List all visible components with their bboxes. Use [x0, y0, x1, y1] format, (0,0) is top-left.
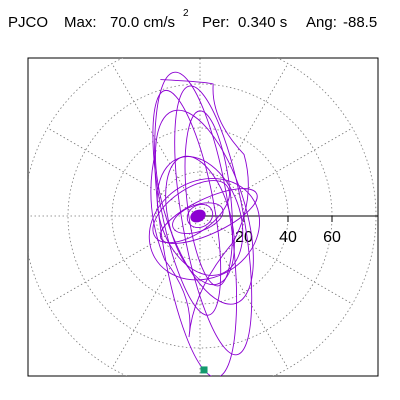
trace-loop-2: [152, 89, 222, 316]
motion-trace: [148, 71, 260, 376]
max-value: 70.0 cm/s: [110, 14, 176, 31]
trace-path: [150, 79, 249, 338]
trace-loop-7: [159, 188, 258, 244]
grid-spoke-300: [199, 215, 289, 369]
trace-loop-3: [184, 110, 233, 287]
peak-marker-layer: [200, 366, 208, 374]
axis-tick-label-40: 40: [279, 229, 297, 246]
max-label: Max:: [64, 14, 97, 31]
plot-frame: [27, 57, 379, 377]
plot-header: PJCO Max: 70.0 cm/s 2 Per: 0.340 s Ang: …: [0, 8, 400, 38]
trace-loop-9: [154, 109, 254, 305]
axis-tick-label-20: 20: [235, 229, 253, 246]
period-value: 0.340 s: [238, 14, 288, 31]
station-code: PJCO: [8, 14, 49, 31]
trace-loop-1: [174, 85, 253, 356]
grid-spoke-60: [199, 63, 289, 217]
angle-value: -88.5: [343, 14, 378, 31]
period-label: Per:: [202, 14, 230, 31]
peak-marker: [200, 366, 208, 374]
max-unit-exponent: 2: [183, 8, 189, 19]
grid-spoke-210: [47, 215, 201, 305]
grid-spoke-150: [47, 127, 201, 217]
trace-core: [190, 209, 206, 223]
grid-spoke-240: [111, 215, 201, 369]
trace-loop-10: [172, 202, 224, 234]
grid-spoke-330: [199, 215, 353, 305]
radial-axis: 20 40 60: [200, 215, 378, 246]
trace-loop-0: [154, 71, 237, 376]
grid-spoke-30: [199, 127, 353, 217]
axis-tick-label-60: 60: [323, 229, 341, 246]
trace-loop-5: [148, 178, 260, 281]
trace-loop-11: [186, 203, 214, 229]
angle-label: Ang:: [306, 14, 337, 31]
